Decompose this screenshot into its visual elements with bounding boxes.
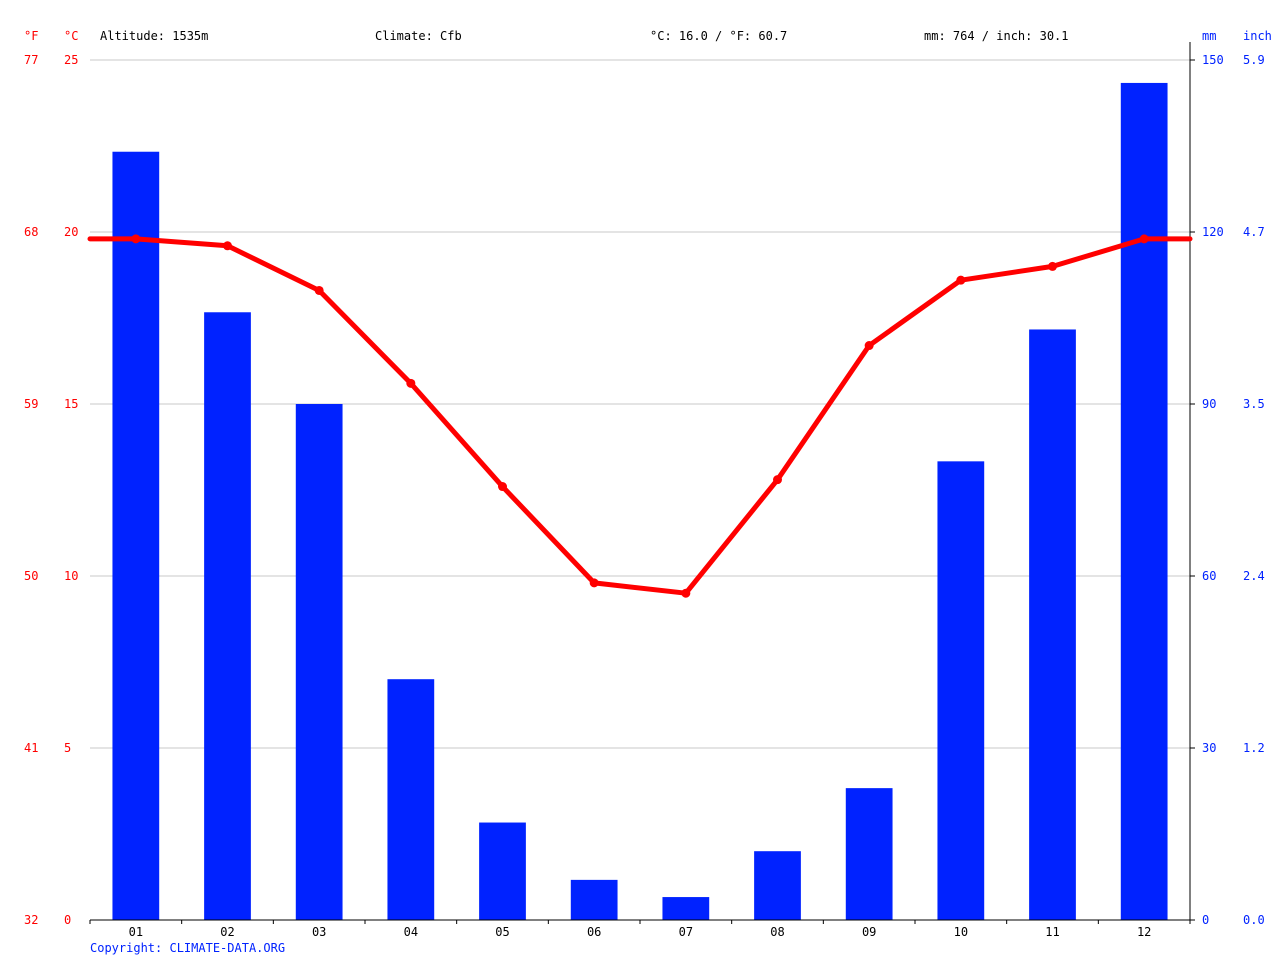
month-tick-label: 10 bbox=[954, 925, 968, 939]
mm-tick-label: 120 bbox=[1202, 225, 1224, 239]
copyright-link[interactable]: Copyright: CLIMATE-DATA.ORG bbox=[90, 941, 285, 955]
celsius-tick-label: 25 bbox=[64, 53, 78, 67]
fahrenheit-tick-label: 59 bbox=[24, 397, 38, 411]
precipitation-bar bbox=[662, 897, 710, 920]
precipitation-bar bbox=[570, 879, 618, 920]
precipitation-bar bbox=[1029, 329, 1076, 920]
month-tick-label: 05 bbox=[495, 925, 509, 939]
month-tick-label: 06 bbox=[587, 925, 601, 939]
temperature-point bbox=[498, 482, 507, 492]
celsius-tick-label: 15 bbox=[64, 397, 78, 411]
fahrenheit-tick-label: 41 bbox=[24, 741, 38, 755]
mm-tick-label: 150 bbox=[1202, 53, 1224, 67]
mm-tick-label: 90 bbox=[1202, 397, 1216, 411]
temperature-point bbox=[956, 275, 966, 285]
temperature-polyline bbox=[87, 236, 1193, 596]
temperature-point bbox=[1139, 234, 1149, 244]
temperature-point bbox=[681, 588, 691, 598]
month-tick-label: 03 bbox=[312, 925, 326, 939]
precipitation-bar bbox=[112, 151, 160, 920]
month-tick-label: 01 bbox=[129, 925, 143, 939]
temperature-point bbox=[406, 378, 416, 388]
unit-celsius: °C bbox=[64, 29, 78, 43]
precipitation-bar bbox=[479, 822, 526, 920]
altitude-label: Altitude: 1535m bbox=[100, 29, 208, 43]
celsius-tick-label: 20 bbox=[64, 225, 78, 239]
temperature-point bbox=[589, 578, 599, 588]
fahrenheit-tick-label: 68 bbox=[24, 225, 38, 239]
precipitation-bar bbox=[845, 788, 893, 920]
temperature-summary: °C: 16.0 / °F: 60.7 bbox=[650, 29, 787, 43]
mm-tick-label: 30 bbox=[1202, 741, 1216, 755]
temperature-point bbox=[314, 285, 324, 295]
inch-tick-label: 1.2 bbox=[1243, 741, 1265, 755]
precipitation-bar bbox=[295, 404, 343, 920]
fahrenheit-tick-label: 32 bbox=[24, 913, 38, 927]
precipitation-bar bbox=[387, 679, 435, 920]
precipitation-bar bbox=[937, 461, 985, 920]
gridlines bbox=[90, 59, 1190, 749]
climate-label: Climate: Cfb bbox=[375, 29, 462, 43]
celsius-tick-label: 10 bbox=[64, 569, 78, 583]
temperature-line bbox=[87, 234, 1193, 598]
inch-tick-label: 3.5 bbox=[1243, 397, 1265, 411]
temperature-point bbox=[131, 234, 141, 244]
month-tick-label: 04 bbox=[404, 925, 418, 939]
month-tick-label: 09 bbox=[862, 925, 876, 939]
fahrenheit-tick-label: 77 bbox=[24, 53, 38, 67]
unit-inch: inch bbox=[1243, 29, 1272, 43]
temperature-point bbox=[1048, 261, 1057, 271]
celsius-tick-label: 5 bbox=[64, 741, 71, 755]
tick-labels: 32 0 0 0.041 5 30 1.250 10 60 2.459 15 90 3.568 20 120… bbox=[24, 53, 1265, 939]
mm-tick-label: 0 bbox=[1202, 913, 1209, 927]
temperature-point bbox=[864, 341, 874, 351]
unit-mm: mm bbox=[1202, 29, 1216, 43]
celsius-tick-label: 0 bbox=[64, 913, 71, 927]
month-tick-label: 02 bbox=[220, 925, 234, 939]
inch-tick-label: 0.0 bbox=[1243, 913, 1265, 927]
temperature-point bbox=[773, 475, 782, 485]
inch-tick-label: 5.9 bbox=[1243, 53, 1265, 67]
inch-tick-label: 4.7 bbox=[1243, 225, 1265, 239]
fahrenheit-tick-label: 50 bbox=[24, 569, 38, 583]
month-tick-label: 08 bbox=[770, 925, 784, 939]
inch-tick-label: 2.4 bbox=[1243, 569, 1265, 583]
month-tick-label: 12 bbox=[1137, 925, 1151, 939]
mm-tick-label: 60 bbox=[1202, 569, 1216, 583]
precipitation-bar bbox=[1120, 82, 1168, 920]
precipitation-summary: mm: 764 / inch: 30.1 bbox=[924, 29, 1069, 43]
month-tick-label: 11 bbox=[1045, 925, 1059, 939]
precipitation-bar bbox=[754, 851, 801, 920]
precipitation-bars bbox=[112, 82, 1168, 920]
precipitation-bar bbox=[204, 312, 251, 920]
month-tick-label: 07 bbox=[679, 925, 693, 939]
axes bbox=[89, 42, 1195, 924]
unit-fahrenheit: °F bbox=[24, 29, 38, 43]
temperature-point bbox=[223, 241, 232, 251]
